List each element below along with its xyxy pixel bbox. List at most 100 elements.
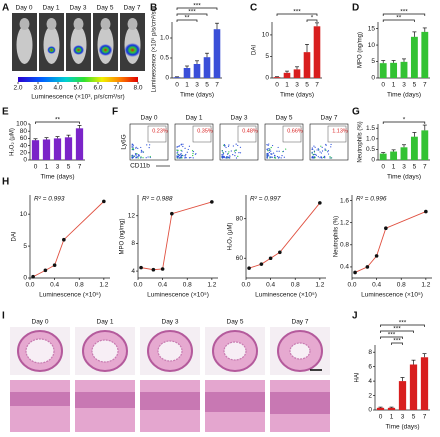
colorbar-tick-label: 6.0	[93, 85, 102, 92]
event-dot	[181, 156, 183, 158]
event-dot	[179, 153, 181, 155]
event-dot	[222, 153, 224, 155]
event-dot	[135, 157, 137, 159]
bar	[376, 407, 385, 410]
event-dot	[312, 157, 315, 159]
y-tick-label: 5	[23, 243, 27, 250]
panel-letter: C	[250, 3, 257, 14]
event-dot	[179, 157, 181, 159]
event-dot	[314, 146, 316, 148]
event-dot	[131, 157, 133, 159]
day-label: Day 0	[141, 115, 158, 122]
y-tick-label: 80	[20, 128, 28, 135]
y-axis-label: Neutrophils (%)	[334, 216, 340, 257]
event-dot	[319, 157, 321, 159]
event-dot	[311, 151, 313, 153]
event-dot	[269, 148, 271, 150]
event-dot	[225, 146, 227, 149]
bar	[283, 72, 291, 78]
point	[353, 270, 357, 275]
event-dot	[181, 150, 183, 152]
panel-letter: E	[2, 107, 9, 118]
x-tick-label: 0.8	[75, 282, 84, 289]
x-tick-label: 7	[315, 82, 319, 89]
event-dot	[176, 157, 178, 159]
event-dot	[271, 144, 274, 147]
event-dot	[268, 151, 270, 154]
event-dot	[178, 157, 180, 159]
event-dot	[183, 155, 185, 157]
x-tick-label: 1	[392, 164, 396, 171]
significance-bracket	[380, 330, 414, 333]
mucosa	[10, 392, 70, 406]
x-tick-label: 5	[412, 414, 416, 421]
y-axis-label: HAI	[355, 372, 361, 382]
colorbar-tick-label: 8.0	[133, 85, 142, 92]
event-dot	[178, 145, 180, 148]
significance-bracket	[176, 13, 208, 16]
y-tick-label: 80	[236, 215, 244, 222]
event-dot	[232, 145, 234, 147]
event-dot	[267, 152, 269, 155]
x-tick-label: 5	[67, 164, 71, 171]
event-dot	[277, 146, 279, 149]
x-tick-label: 0	[381, 82, 385, 89]
x-tick-label: 0	[34, 164, 38, 171]
x-tick-label: 3	[195, 82, 199, 89]
bar	[410, 136, 418, 160]
event-dot	[317, 148, 319, 150]
point	[139, 265, 143, 270]
significance-bracket	[276, 13, 318, 16]
x-tick-label: 0.4	[266, 282, 275, 289]
event-dot	[222, 156, 224, 158]
event-dot	[325, 149, 327, 151]
gate-percent: 0.66%	[287, 128, 303, 134]
gate	[282, 125, 302, 143]
event-dot	[272, 152, 275, 154]
y-axis-label: Neutrophils (%)	[358, 121, 364, 162]
y-tick-label: 100	[16, 121, 27, 128]
point	[160, 267, 165, 271]
gate	[327, 125, 347, 143]
x-axis-label: Time (days)	[180, 92, 214, 99]
bar	[273, 77, 281, 78]
x-tick-label: 1	[390, 414, 394, 421]
y-tick-label: 1.2	[340, 219, 349, 226]
day-label: Day 1	[97, 319, 114, 326]
event-dot	[271, 156, 274, 158]
x-axis-label: Time (days)	[387, 92, 421, 99]
event-dot	[234, 155, 236, 157]
event-dot	[266, 152, 268, 155]
significance-bracket	[176, 19, 198, 22]
r-squared: R² = 0.997	[250, 196, 281, 203]
event-dot	[267, 144, 269, 146]
point	[374, 254, 379, 258]
y-axis-label: Luminescence (×10⁵ p/s/cm²/sr)	[151, 7, 158, 92]
event-dot	[313, 151, 316, 153]
y-tick-label: 10	[368, 42, 376, 49]
event-dot	[313, 145, 315, 147]
event-dot	[316, 149, 318, 151]
event-dot	[278, 150, 280, 152]
colorbar-tick-label: 5.0	[73, 85, 82, 92]
event-dot	[229, 155, 231, 157]
x-tick-label: 1	[185, 82, 189, 89]
x-axis-label: Luminescence (×10⁵)	[361, 292, 423, 299]
event-dot	[278, 157, 280, 159]
mouse-head	[19, 18, 30, 30]
event-dot	[237, 155, 239, 157]
event-dot	[267, 150, 269, 152]
event-dot	[132, 144, 135, 146]
colorbar-tick-label: 7.0	[113, 85, 122, 92]
y-tick-label: 0.5	[366, 146, 375, 153]
x-tick-label: 0.8	[397, 282, 406, 289]
event-dot	[137, 147, 139, 149]
event-dot	[140, 151, 142, 153]
point	[365, 265, 370, 269]
event-dot	[136, 152, 138, 155]
bar	[410, 36, 418, 78]
signal	[47, 46, 56, 54]
event-dot	[225, 151, 227, 153]
bar	[421, 130, 429, 160]
